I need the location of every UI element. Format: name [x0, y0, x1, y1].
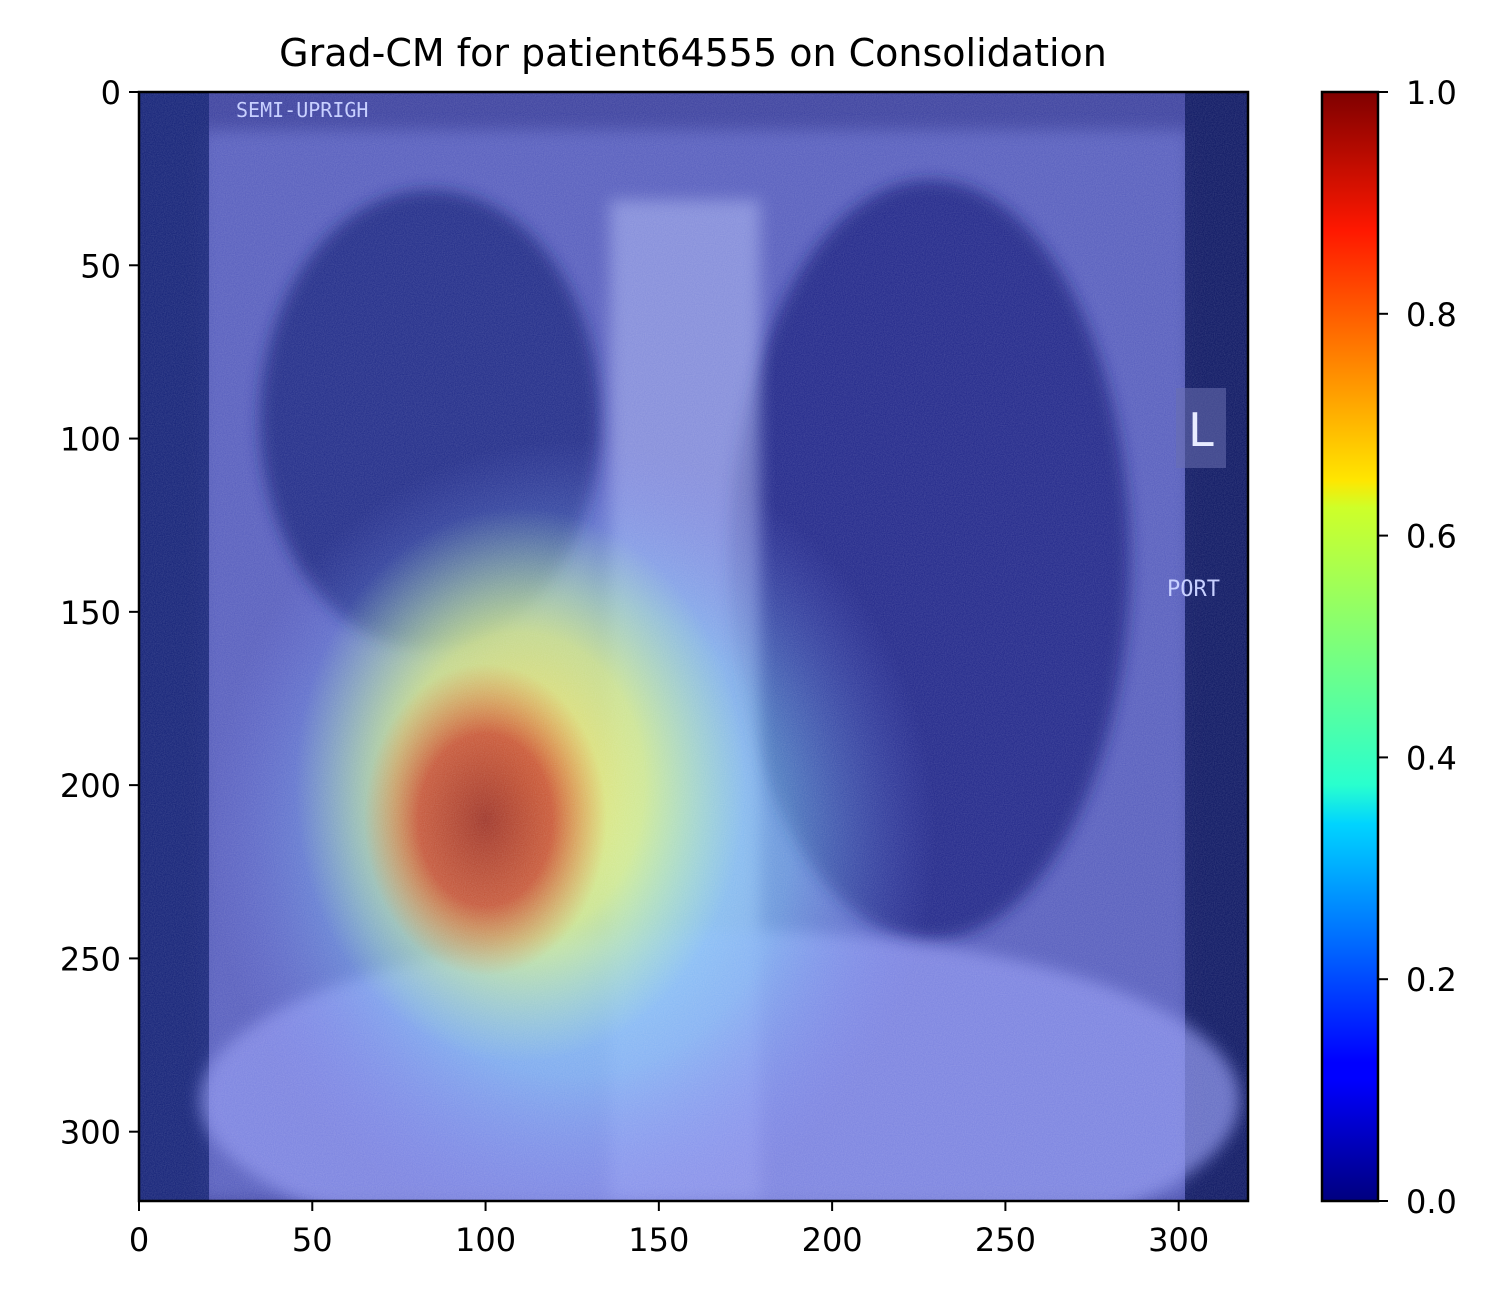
x-tick-label: 150	[628, 1221, 689, 1259]
colorbar-tick-label: 0.0	[1406, 1183, 1457, 1221]
y-tick-label: 250	[60, 940, 121, 978]
x-tick-label: 0	[129, 1221, 149, 1259]
xray-texture	[139, 92, 1248, 1201]
y-tick-label: 0	[101, 74, 121, 112]
annotation-semi-upright: SEMI-UPRIGH	[236, 98, 368, 122]
colorbar-tick-label: 0.2	[1406, 961, 1457, 999]
colorbar-tick-label: 0.6	[1406, 518, 1457, 556]
x-tick-label: 300	[1148, 1221, 1209, 1259]
x-tick-label: 50	[292, 1221, 333, 1259]
plot-frame	[137, 90, 1250, 1203]
colorbar-frame	[1320, 90, 1380, 1203]
y-tick-label: 50	[80, 247, 121, 285]
x-tick-label: 200	[802, 1221, 863, 1259]
y-tick-label: 150	[60, 594, 121, 632]
x-tick-label: 250	[975, 1221, 1036, 1259]
chart-title: Grad-CM for patient64555 on Consolidatio…	[279, 31, 1107, 75]
colorbar-tick-label: 1.0	[1406, 74, 1457, 112]
y-axis: 0 50 100 150 200 250 300	[60, 74, 139, 1152]
heatmap-image: SEMI-UPRIGH L PORT	[139, 92, 1248, 1201]
annotation-side-marker: L	[1188, 403, 1214, 457]
annotation-port: PORT	[1167, 577, 1220, 602]
colorbar-ticks: 0.0 0.2 0.4 0.6 0.8 1.0	[1378, 74, 1457, 1221]
y-tick-label: 100	[60, 421, 121, 459]
colorbar-tick-label: 0.8	[1406, 296, 1457, 334]
marker-box	[1176, 388, 1226, 468]
y-tick-label: 300	[60, 1114, 121, 1152]
x-tick-label: 100	[455, 1221, 516, 1259]
colorbar-tick-label: 0.4	[1406, 739, 1457, 777]
y-tick-label: 200	[60, 767, 121, 805]
colorbar: 0.0 0.2 0.4 0.6 0.8 1.0	[1320, 74, 1457, 1221]
x-axis: 0 50 100 150 200 250 300	[129, 1201, 1209, 1259]
colorbar-gradient	[1322, 92, 1378, 1201]
